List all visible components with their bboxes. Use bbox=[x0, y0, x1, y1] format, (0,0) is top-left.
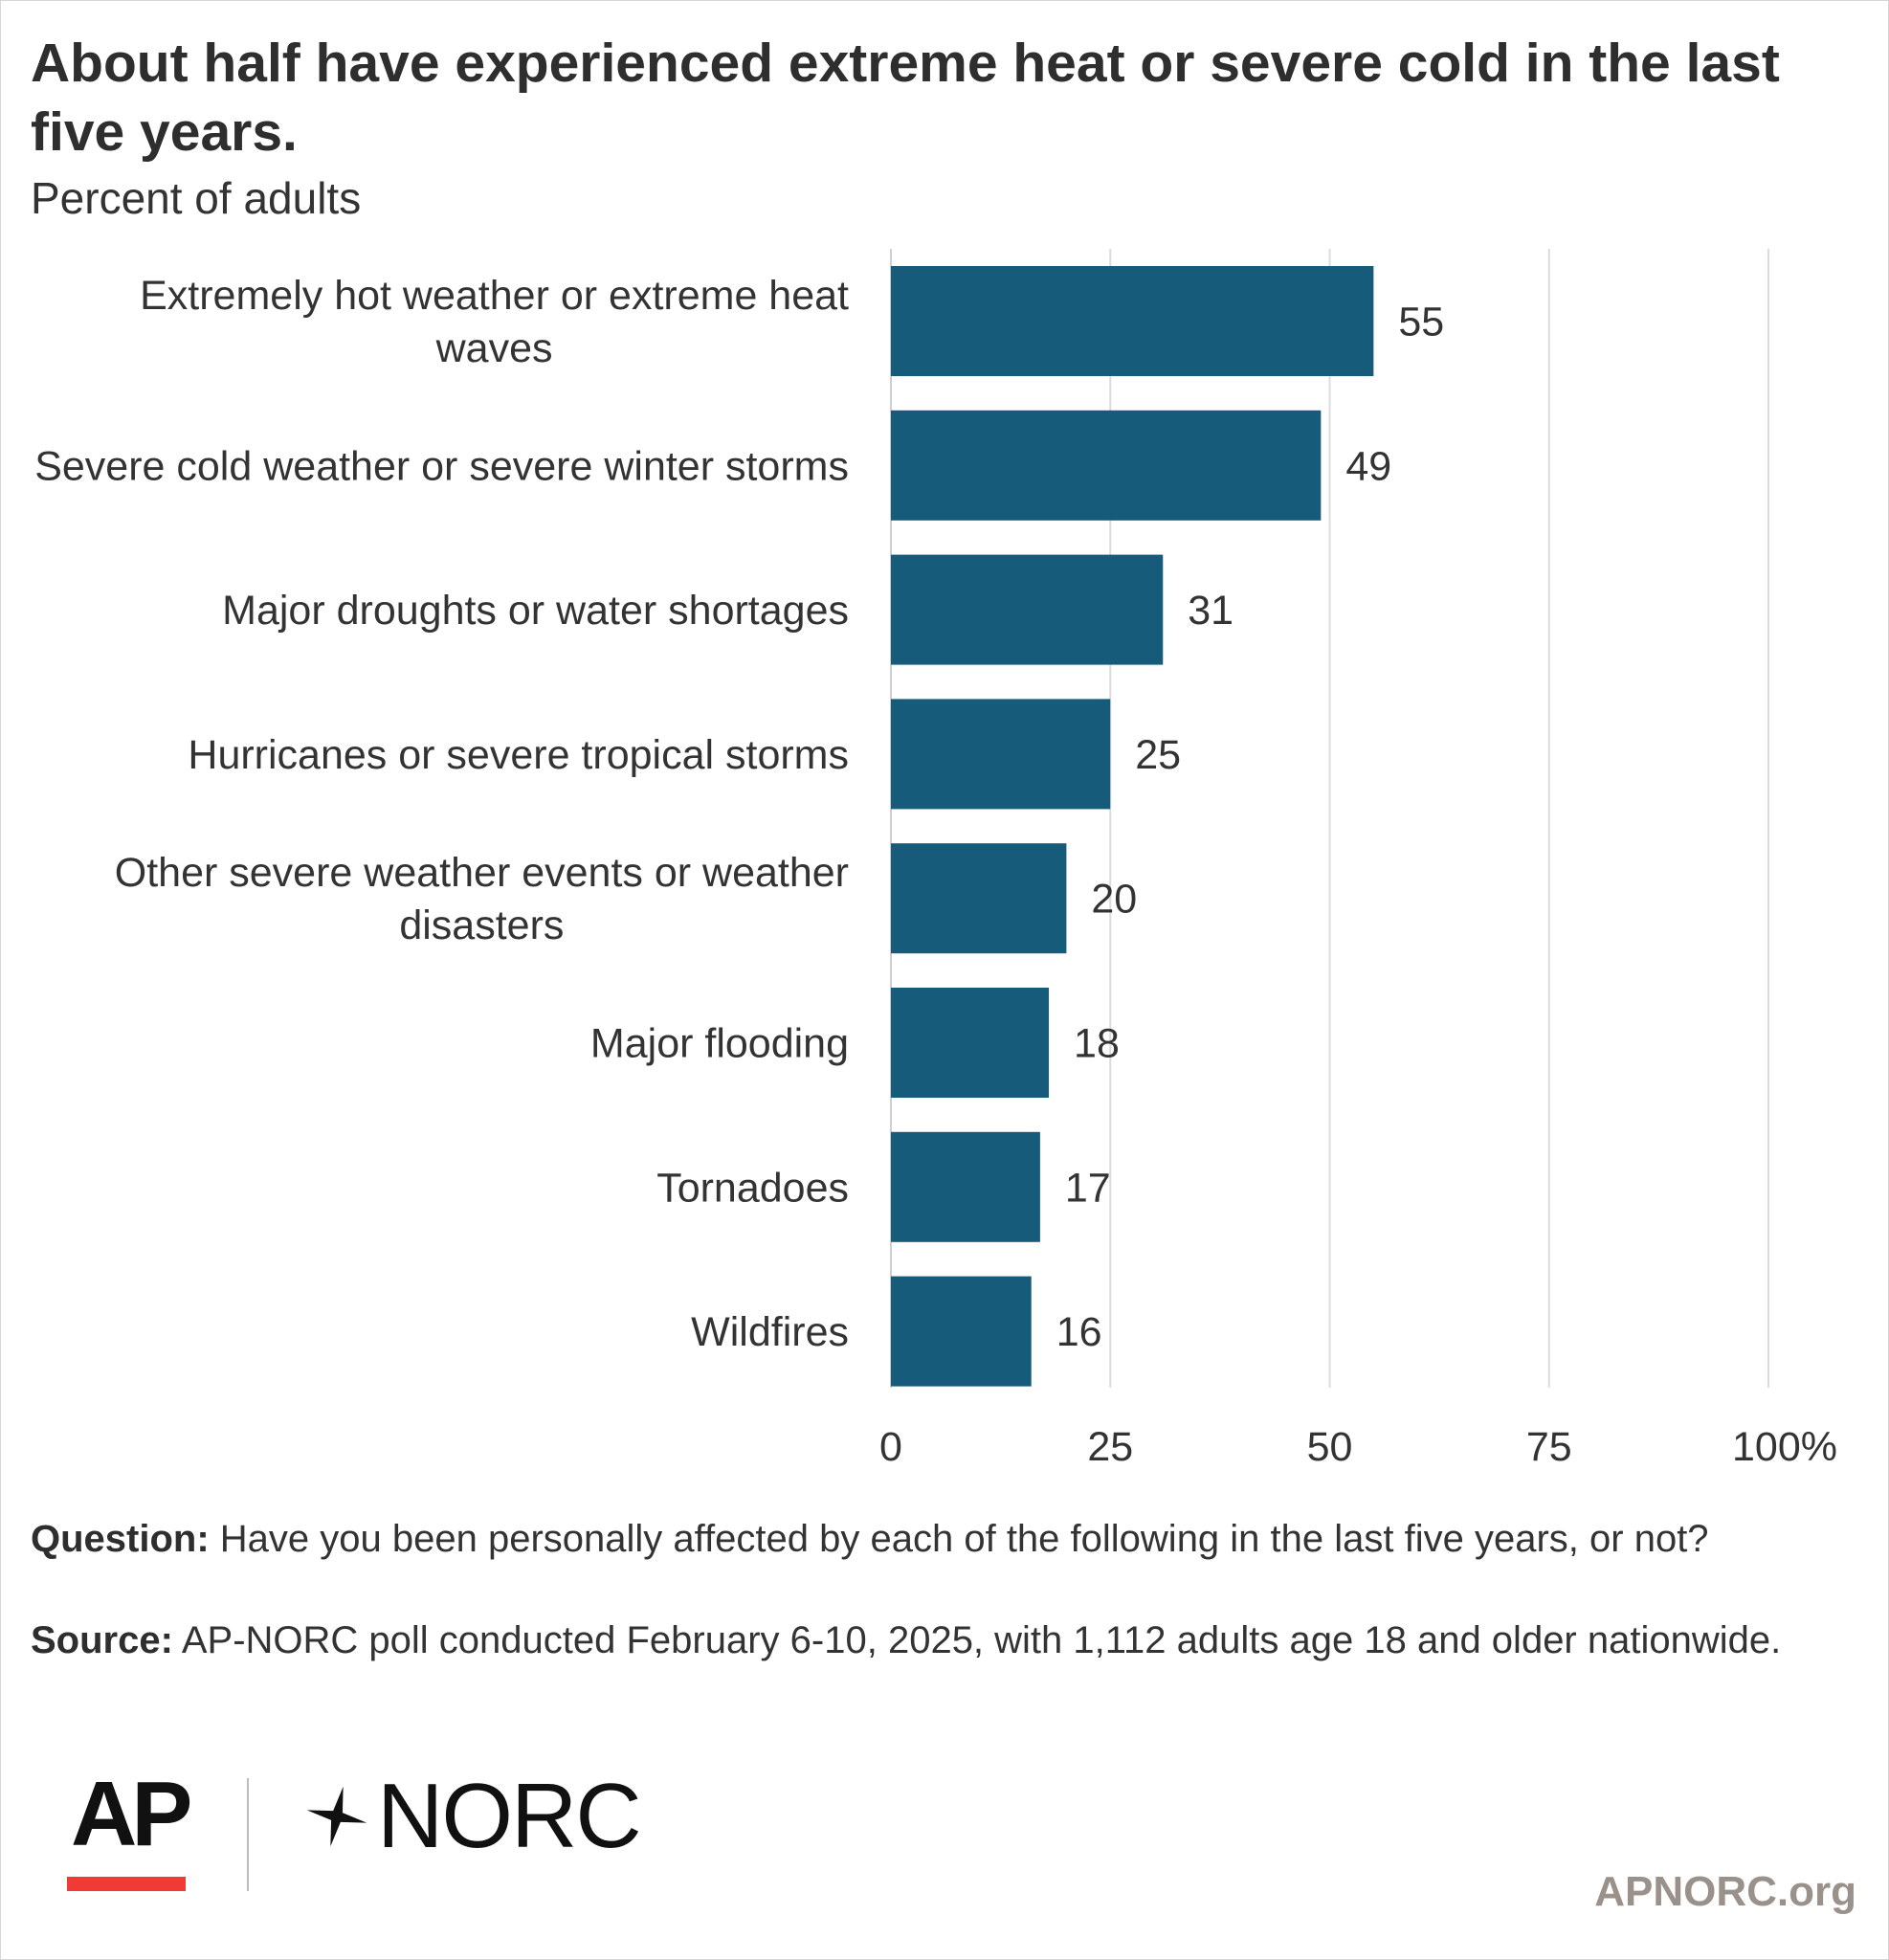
x-tick-label: 100% bbox=[1732, 1424, 1837, 1470]
norc-star-icon bbox=[306, 1786, 367, 1847]
bar bbox=[891, 1276, 1032, 1387]
category-label: Severe cold weather or severe winter sto… bbox=[34, 443, 849, 489]
bar bbox=[891, 266, 1374, 376]
bars bbox=[891, 266, 1374, 1387]
category-labels: Extremely hot weather or extreme heat wav… bbox=[34, 273, 849, 1355]
x-tick-label: 50 bbox=[1307, 1424, 1353, 1470]
category-label: Other severe weather events or weather di… bbox=[115, 850, 849, 948]
norc-logo: NORC bbox=[302, 1765, 642, 1867]
category-label: Extremely hot weather or extreme heat wav… bbox=[140, 273, 849, 371]
value-label: 18 bbox=[1074, 1021, 1120, 1067]
value-label: 25 bbox=[1135, 732, 1181, 778]
value-label: 49 bbox=[1345, 443, 1391, 489]
bar bbox=[891, 410, 1322, 521]
bar bbox=[891, 1131, 1040, 1242]
question-label: Question: bbox=[31, 1518, 210, 1560]
value-label: 31 bbox=[1188, 588, 1233, 634]
question-text: Have you been personally affected by eac… bbox=[209, 1518, 1709, 1560]
source-label: Source: bbox=[31, 1619, 173, 1661]
category-label: Major droughts or water shortages bbox=[222, 588, 849, 634]
x-tick-label: 25 bbox=[1087, 1424, 1133, 1470]
source-text: AP-NORC poll conducted February 6-10, 20… bbox=[172, 1619, 1782, 1661]
category-label: Major flooding bbox=[590, 1021, 849, 1067]
value-label: 20 bbox=[1091, 877, 1137, 923]
x-tick-label: 0 bbox=[879, 1424, 902, 1470]
x-tick-label: 75 bbox=[1526, 1424, 1572, 1470]
source-note: Source: AP-NORC poll conducted February … bbox=[31, 1615, 1830, 1666]
bar bbox=[891, 843, 1067, 954]
bar-chart: Extremely hot weather or extreme heat wav… bbox=[34, 249, 1837, 1470]
ap-logo: AP bbox=[71, 1763, 192, 1865]
category-label: Tornadoes bbox=[656, 1165, 849, 1211]
value-labels: 55 49 31 25 20 18 17 16 bbox=[1056, 300, 1444, 1356]
website-link[interactable]: APNORC.org bbox=[1594, 1868, 1856, 1915]
norc-logo-text: NORC bbox=[377, 1765, 642, 1867]
ap-logo-underline bbox=[67, 1877, 186, 1891]
logo-divider bbox=[247, 1778, 249, 1891]
category-label: Hurricanes or severe tropical storms bbox=[188, 732, 849, 778]
category-label: Wildfires bbox=[691, 1309, 849, 1355]
value-label: 55 bbox=[1398, 300, 1444, 345]
chart-title: About half have experienced extreme heat… bbox=[31, 33, 1780, 163]
bar bbox=[891, 699, 1111, 810]
question-note: Question: Have you been personally affec… bbox=[31, 1514, 1830, 1565]
x-axis-ticks: 0 25 50 75 100% bbox=[879, 1424, 1837, 1470]
value-label: 17 bbox=[1065, 1165, 1111, 1211]
value-label: 16 bbox=[1056, 1309, 1102, 1355]
bar bbox=[891, 554, 1164, 665]
chart-subtitle: Percent of adults bbox=[31, 173, 362, 223]
bar bbox=[891, 988, 1050, 1098]
